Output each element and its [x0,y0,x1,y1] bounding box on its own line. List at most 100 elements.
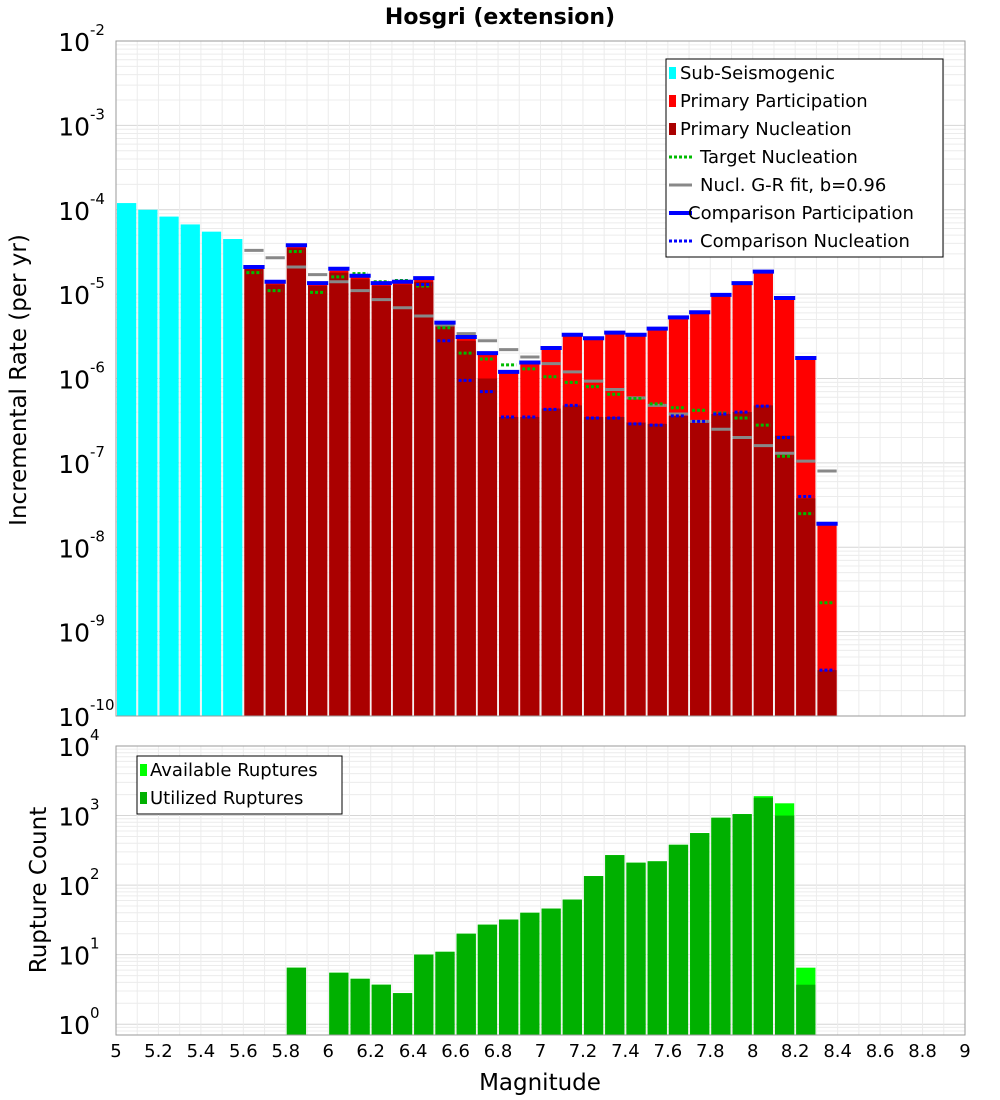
count-legend-label: Available Ruptures [150,760,318,781]
rate-y-tick-exp: -3 [90,105,105,123]
x-tick-label: 5 [110,1041,121,1062]
primary-participation-bar [817,523,837,716]
x-tick-label: 5.6 [229,1041,258,1062]
primary-nucleation-bar [350,279,370,716]
utilized-ruptures-bar [414,954,434,1035]
rate-legend-swatch [669,95,676,107]
primary-nucleation-bar [244,268,264,716]
utilized-ruptures-bar [477,924,498,1035]
rate-legend-box [665,58,944,258]
x-tick-label: 6.2 [356,1041,385,1062]
top-y-axis-label: Incremental Rate (per yr) [6,234,32,526]
sub-seismogenic-bar [117,203,137,716]
count-y-tick-base: 10 [58,1011,90,1040]
primary-nucleation-bar [668,415,689,716]
count-plot-frame [115,745,966,1036]
rate-y-tick-exp: -8 [90,527,105,545]
x-tick-label: 5.4 [187,1041,216,1062]
count-y-tick-base: 10 [58,803,90,832]
rate-legend-label: Comparison Nucleation [700,231,910,252]
rate-legend-label: Sub-Seismogenic [680,63,835,84]
x-tick-label: 8.4 [823,1041,852,1062]
sub-seismogenic-bar [223,239,243,716]
primary-nucleation-bar [753,405,773,716]
x-tick-label: 7.4 [611,1041,640,1062]
x-axis-label: Magnitude [479,1070,601,1096]
primary-nucleation-bar [732,412,752,716]
rate-y-tick-base: 10 [58,534,90,563]
bottom-y-axis-label: Rupture Count [26,807,52,973]
count-legend-swatch [140,792,147,804]
rate-y-tick-base: 10 [58,619,90,648]
utilized-ruptures-bar [456,933,476,1035]
utilized-ruptures-bar [605,855,625,1035]
primary-nucleation-bar [286,248,307,717]
count-y-tick-exp: 0 [90,1004,100,1022]
sub-seismogenic-bar [159,216,179,716]
primary-nucleation-bar [541,408,561,716]
primary-nucleation-bar [520,416,540,716]
rate-legend-label: Comparison Participation [688,203,914,224]
primary-nucleation-bar [435,325,455,716]
x-tick-label: 5.8 [271,1041,300,1062]
rate-y-tick-exp: -6 [90,359,105,377]
count-legend-swatch [140,764,147,776]
sub-seismogenic-bar [138,209,158,716]
rate-y-tick-base: 10 [58,703,90,732]
x-tick-label: 5.2 [144,1041,173,1062]
x-tick-label: 8 [747,1041,758,1062]
rate-bars [117,203,837,717]
utilized-ruptures-bar [499,919,519,1035]
count-y-tick-exp: 1 [90,935,100,953]
primary-nucleation-bar [308,285,328,716]
primary-nucleation-bar [562,405,582,716]
primary-nucleation-bar [392,284,413,716]
primary-nucleation-bar [796,498,816,716]
x-tick-label: 9 [959,1041,970,1062]
primary-nucleation-bar [499,416,519,716]
primary-nucleation-bar [690,421,710,716]
utilized-ruptures-bar [371,984,391,1035]
utilized-ruptures-bar [753,797,773,1035]
count-y-tick-base: 10 [58,872,90,901]
utilized-ruptures-bar [392,993,413,1035]
utilized-ruptures-bar [732,814,752,1035]
rate-plot-frame [115,40,966,717]
rate-y-tick-base: 10 [58,450,90,479]
rate-legend-label: Primary Nucleation [680,119,852,140]
primary-nucleation-bar [456,340,476,716]
rate-legend-swatch [669,67,676,79]
rate-y-tick-exp: -7 [90,443,105,461]
count-y-tick-base: 10 [58,733,90,762]
utilized-ruptures-bar [774,815,795,1035]
utilized-ruptures-bar [690,833,710,1035]
rate-legend-label: Nucl. G-R fit, b=0.96 [700,175,886,196]
count-y-tick-exp: 2 [90,865,100,883]
rate-y-tick-exp: -5 [90,274,105,292]
primary-nucleation-bar [774,435,795,716]
utilized-ruptures-bar [796,984,816,1035]
utilized-ruptures-bar [541,908,561,1035]
x-tick-label: 6.8 [484,1041,513,1062]
rate-y-tick-base: 10 [58,28,90,57]
utilized-ruptures-bar [286,967,307,1035]
utilized-ruptures-bar [520,912,540,1035]
primary-nucleation-bar [583,416,604,716]
utilized-ruptures-bar [329,972,349,1035]
primary-nucleation-bar [605,416,625,716]
x-tick-label: 6.6 [441,1041,470,1062]
x-tick-label: 7 [535,1041,546,1062]
x-tick-label: 8.2 [781,1041,810,1062]
utilized-ruptures-bar [435,951,455,1035]
utilized-ruptures-bar [583,876,604,1035]
count-legend-box [136,755,343,815]
count-bars [286,796,816,1035]
utilized-ruptures-bar [626,862,646,1035]
primary-nucleation-bar [371,285,391,716]
rate-markers [243,243,838,672]
primary-nucleation-bar [477,378,498,716]
rate-legend: Sub-Seismogenic Primary Participation Prim… [665,58,944,258]
x-tick-label: 7.2 [569,1041,598,1062]
x-tick-label: 6.4 [399,1041,428,1062]
